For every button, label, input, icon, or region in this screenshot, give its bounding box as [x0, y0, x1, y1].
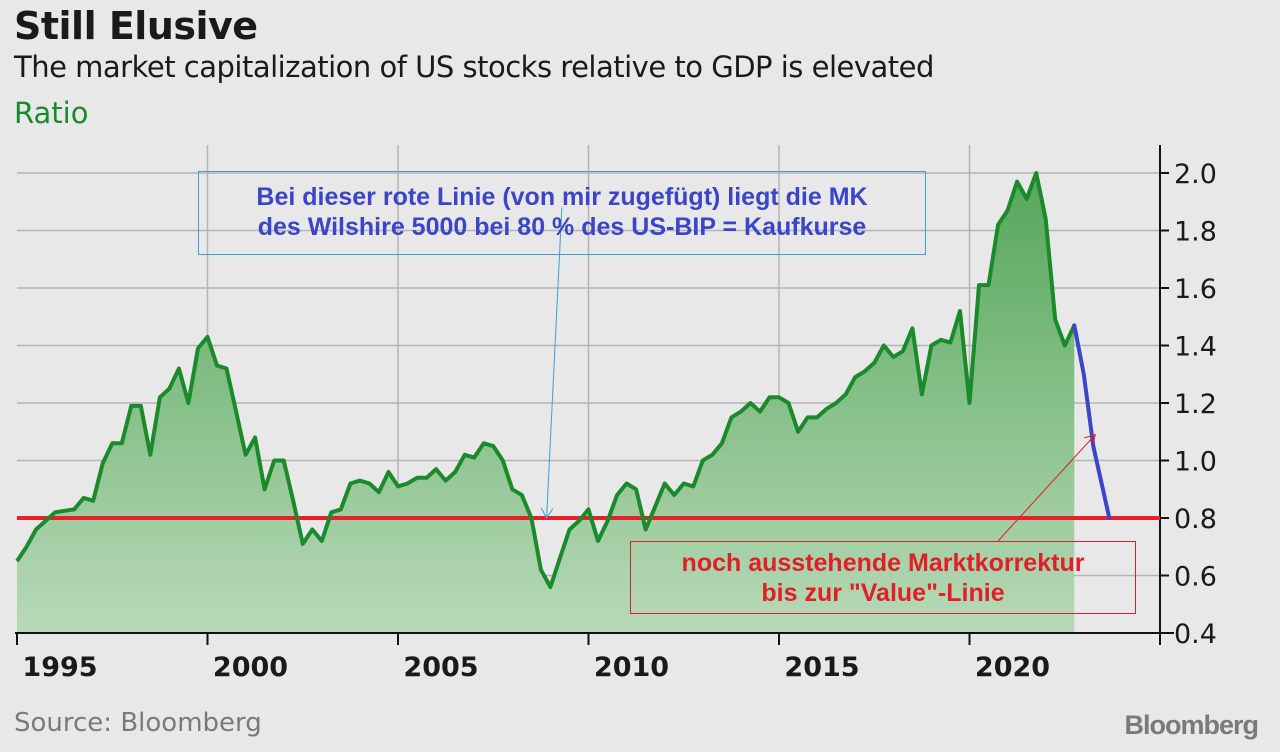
axes — [15, 145, 1174, 645]
y-tick-label: 1.4 — [1174, 332, 1217, 363]
x-tick-label: 2005 — [403, 652, 478, 683]
y-tick-label: 0.6 — [1174, 562, 1217, 593]
x-tick-label: 2015 — [784, 652, 859, 683]
red-annotation-arrow — [997, 435, 1095, 542]
y-axis-unit-label: Ratio — [14, 96, 89, 130]
blue-annotation-arrow — [547, 207, 563, 519]
bloomberg-logo: Bloomberg — [1124, 710, 1259, 740]
red-annotation-box: noch ausstehende Marktkorrektur bis zur … — [630, 541, 1136, 614]
blue-annotation-box: Bei dieser rote Linie (von mir zugefügt)… — [198, 171, 926, 255]
y-tick-label: 0.4 — [1174, 619, 1217, 650]
source-note: Source: Bloomberg — [14, 708, 262, 738]
y-tick-label: 2.0 — [1174, 159, 1217, 190]
blue-annotation-line-2: des Wilshire 5000 bei 80 % des US-BIP = … — [257, 213, 867, 241]
x-tick-label: 2020 — [975, 652, 1050, 683]
y-tick-label: 1.0 — [1174, 447, 1217, 478]
chart-subtitle: The market capitalization of US stocks r… — [14, 50, 934, 84]
y-tick-label: 0.8 — [1174, 504, 1217, 535]
tick-labels: 0.4 0.6 0.8 1.0 1.2 1.4 1.6 1.8 2.0 1995 2000 2005 2… — [22, 159, 1217, 683]
x-tick-label: 1995 — [22, 652, 97, 683]
series-line — [15, 171, 1077, 589]
red-annotation-line-2: bis zur "Value"-Linie — [761, 579, 1005, 607]
blue-annotation-line-1: Bei dieser rote Linie (von mir zugefügt)… — [256, 183, 868, 211]
y-tick-label: 1.8 — [1174, 217, 1217, 248]
x-tick-label: 2000 — [213, 652, 288, 683]
red-annotation-line-1: noch ausstehende Marktkorrektur — [681, 549, 1085, 577]
chart-title: Still Elusive — [14, 4, 258, 48]
y-tick-label: 1.6 — [1174, 274, 1217, 305]
x-tick-label: 2010 — [594, 652, 669, 683]
projection-line — [1072, 323, 1112, 520]
y-tick-label: 1.2 — [1174, 389, 1217, 420]
